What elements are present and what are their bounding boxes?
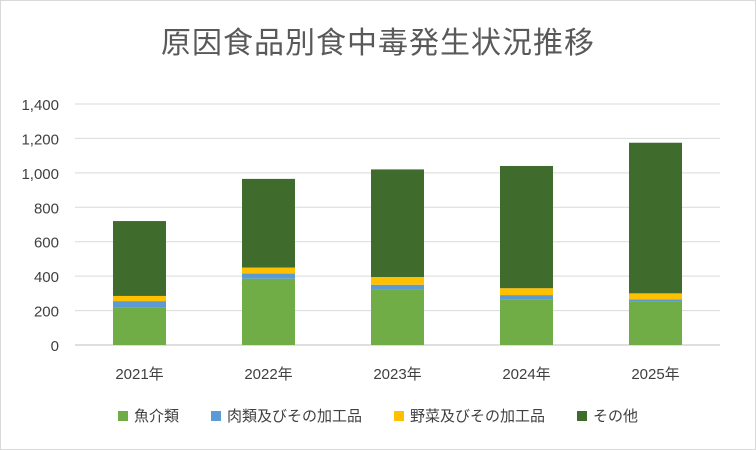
bar-segment [242, 267, 295, 274]
legend-item: 肉類及びその加工品 [210, 405, 362, 426]
x-tick-label: 2022年 [244, 366, 292, 383]
bar-segment [500, 299, 553, 345]
bar-segment [371, 277, 424, 285]
bar-segment [113, 295, 166, 302]
y-tick-label: 600 [34, 235, 59, 252]
legend-item: 魚介類 [117, 405, 179, 426]
legend: 魚介類 肉類及びその加工品 野菜及びその加工品 その他 [0, 405, 756, 426]
plot-area: 0 200 400 600 800 1,000 1,200 1,400 2021年 2022年 20… [21, 97, 720, 383]
bar-segment [629, 142, 682, 294]
y-tick-label: 1,400 [21, 97, 59, 114]
bar-segment [113, 221, 166, 296]
bar-segment [500, 295, 553, 300]
bar-segment [113, 301, 166, 308]
bar-segment [629, 293, 682, 300]
legend-swatch [577, 410, 588, 421]
legend-swatch [394, 410, 404, 421]
chart-title: 原因食品別食中毒発生状況推移 [161, 26, 595, 61]
bar-segment [242, 278, 295, 345]
legend-label: 野菜及びその加工品 [410, 407, 546, 425]
legend-label: その他 [593, 407, 639, 425]
legend-swatch [210, 410, 221, 421]
bar-segment [629, 301, 682, 345]
bar-segment [371, 289, 424, 345]
bar-segment [371, 169, 424, 278]
legend-item: 野菜及びその加工品 [394, 405, 545, 426]
bar-segment [629, 299, 682, 302]
x-tick-label: 2025年 [631, 366, 679, 383]
x-tick-label: 2021年 [115, 366, 163, 383]
bar-segment [371, 284, 424, 290]
legend-item: その他 [577, 405, 638, 426]
bar-segment [500, 288, 553, 296]
bar-segment [242, 273, 295, 279]
y-tick-label: 800 [34, 200, 59, 217]
legend-label: 肉類及びその加工品 [226, 407, 362, 425]
bar-segment [113, 307, 166, 345]
bar-segment [242, 178, 295, 268]
y-tick-label: 200 [34, 304, 59, 321]
legend-label: 魚介類 [133, 407, 179, 425]
x-tick-label: 2024年 [502, 366, 550, 383]
y-tick-label: 0 [51, 338, 59, 355]
legend-swatch [117, 410, 128, 421]
bar-segment [500, 165, 553, 289]
y-tick-label: 400 [34, 269, 59, 286]
x-tick-label: 2023年 [373, 366, 421, 383]
y-tick-label: 1,000 [21, 166, 59, 183]
y-tick-label: 1,200 [21, 131, 59, 148]
